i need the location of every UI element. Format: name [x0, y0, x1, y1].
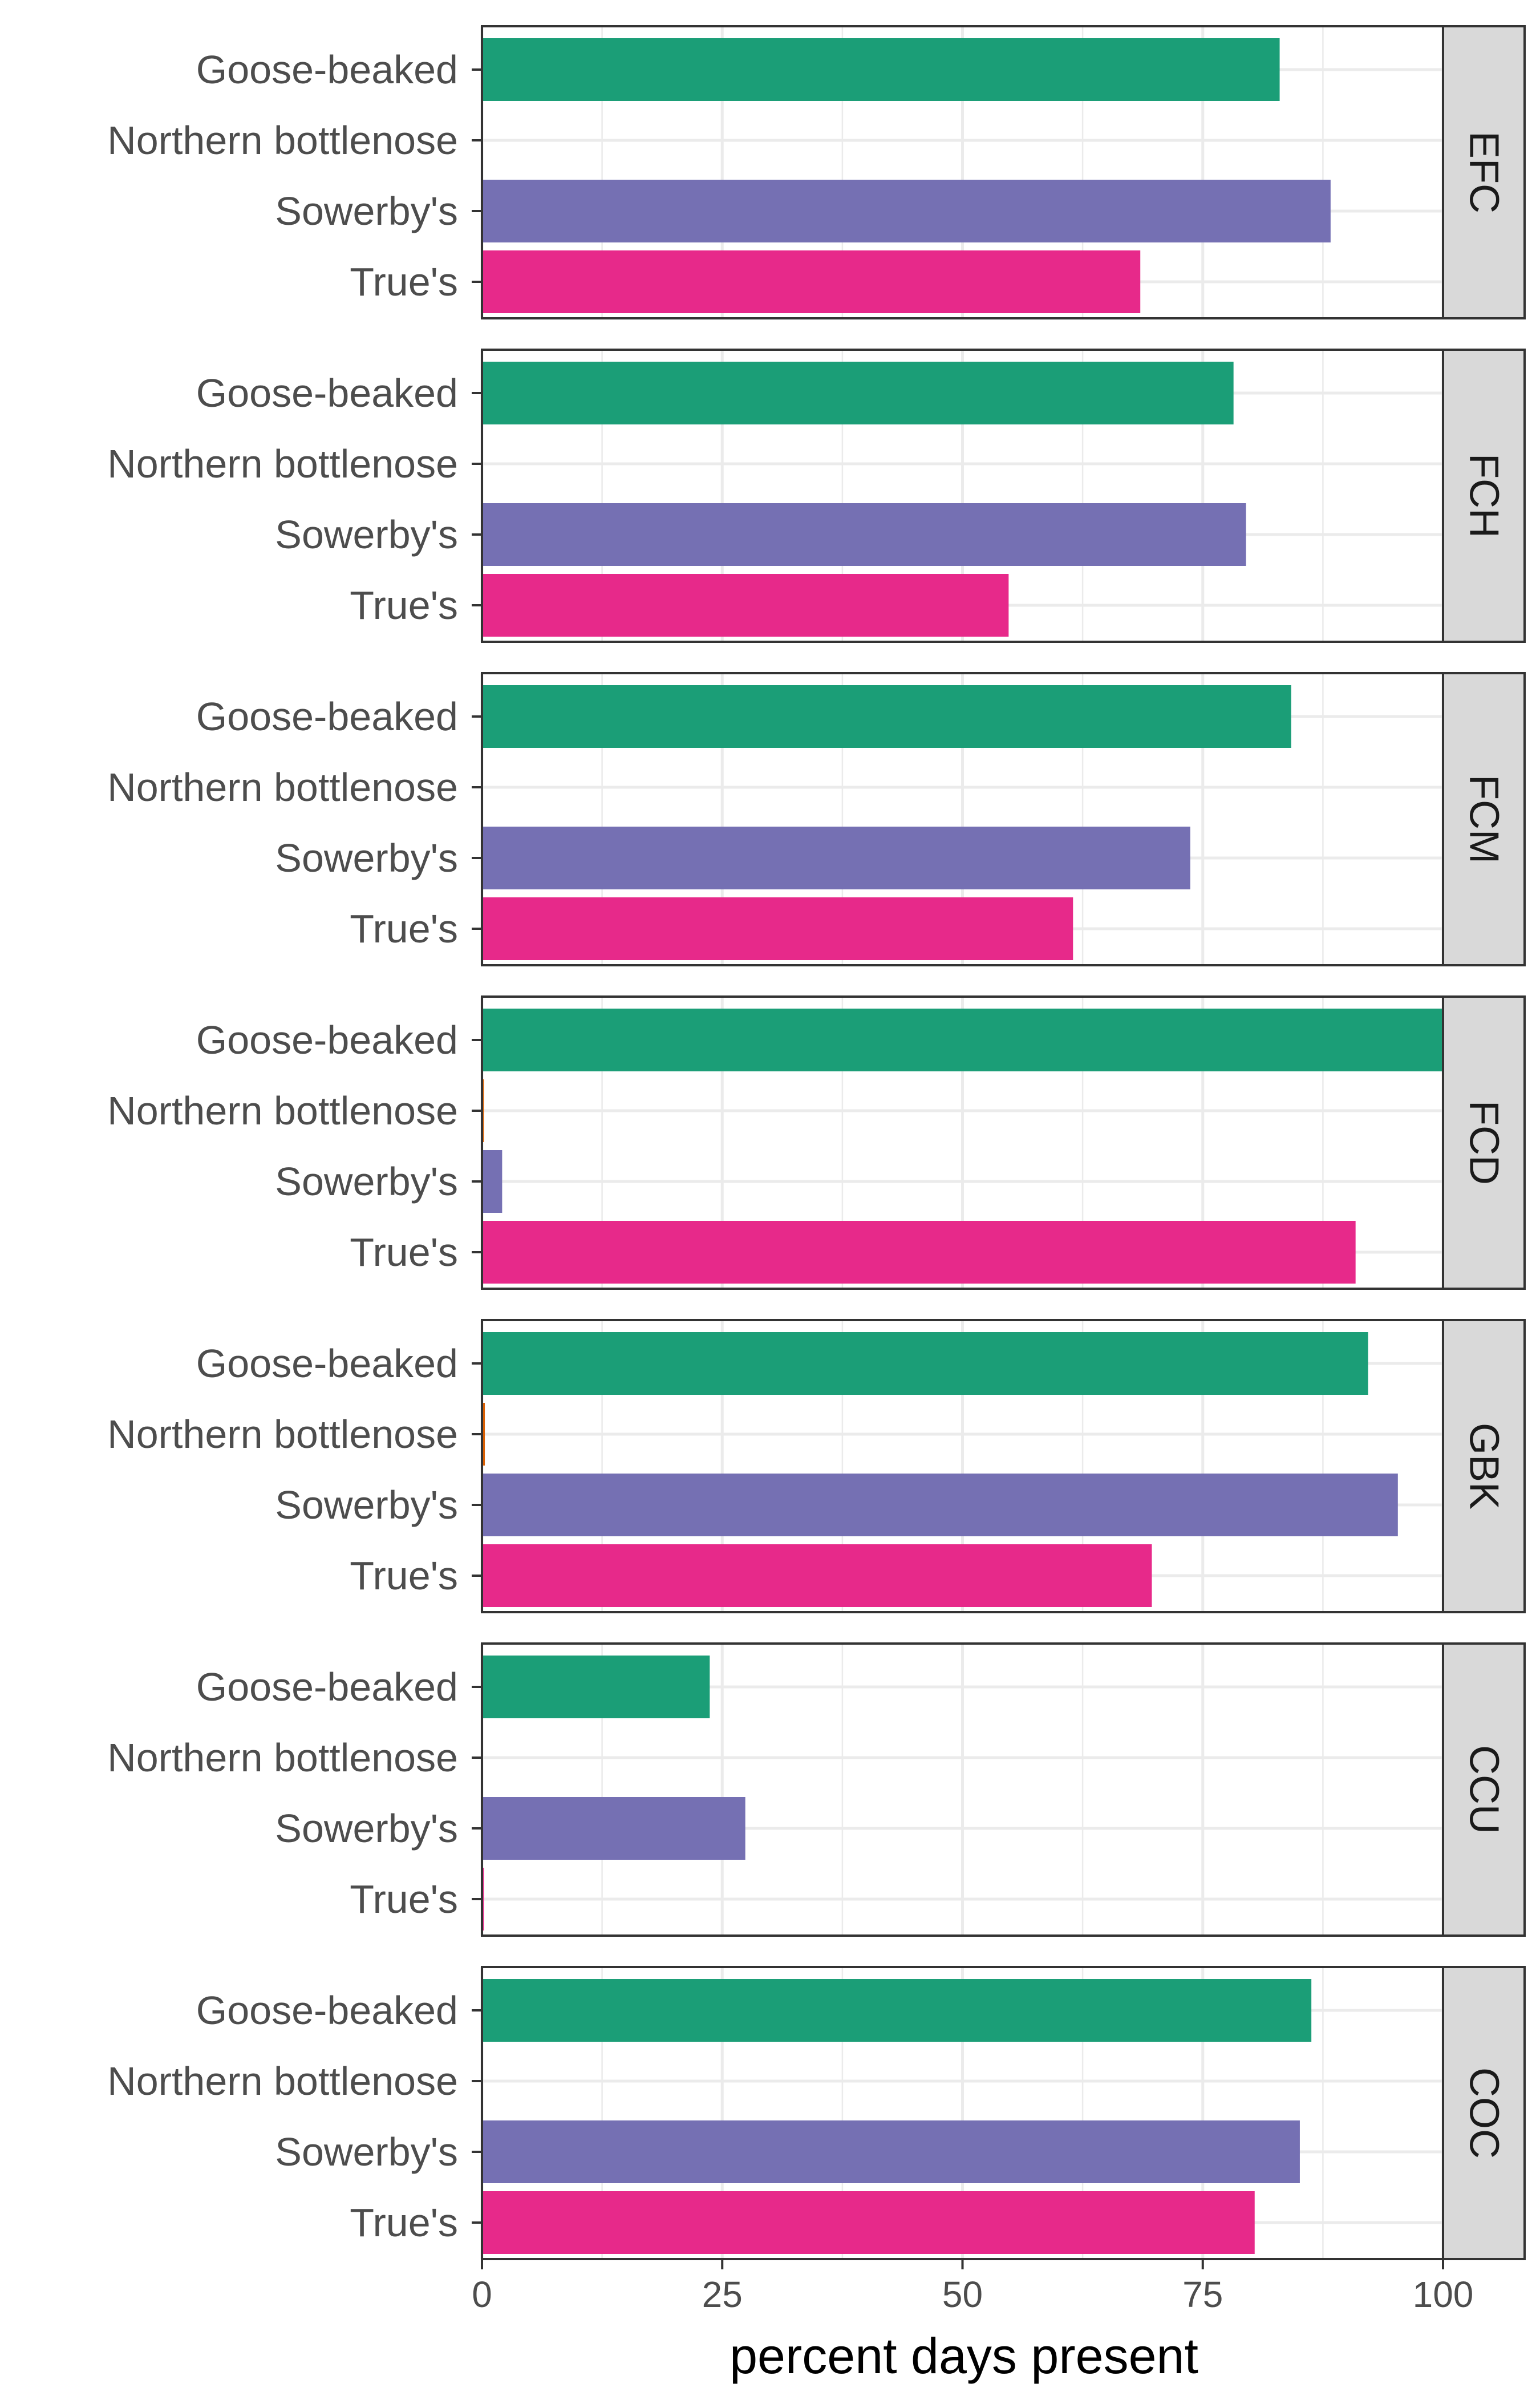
x-tick-label: 25 — [702, 2274, 743, 2315]
facet-strip — [1442, 25, 1526, 319]
bar-gbk-3 — [482, 1474, 1398, 1536]
category-label: True's — [350, 1553, 458, 1598]
category-label: Goose-beaked — [196, 1018, 458, 1062]
facet-strip — [1442, 672, 1526, 966]
category-label: Northern bottlenose — [107, 1412, 458, 1456]
bar-coc-3 — [482, 2120, 1300, 2183]
category-label: True's — [350, 1230, 458, 1274]
facet-strip-label: FCH — [1461, 454, 1507, 538]
x-tick-label: 0 — [472, 2274, 492, 2315]
category-label: Sowerby's — [275, 189, 458, 233]
bar-gbk-2 — [482, 1403, 485, 1466]
bar-fcd-4 — [482, 1221, 1356, 1284]
facet-strip-label: FCM — [1461, 775, 1507, 864]
facet-panel-fcd: Goose-beaked Northern bottlenose Sowerby's… — [107, 995, 1526, 1290]
facet-panel-gbk: Goose-beaked Northern bottlenose Sowerby's… — [107, 1319, 1526, 1613]
facet-strip — [1442, 1642, 1526, 1937]
bar-fch-3 — [482, 503, 1246, 566]
x-tick-label: 75 — [1182, 2274, 1223, 2315]
facet-strip — [1442, 349, 1526, 643]
bar-gbk-4 — [482, 1544, 1152, 1607]
facet-strip-label: FCD — [1461, 1100, 1507, 1185]
category-label: Goose-beaked — [196, 1665, 458, 1709]
category-label: Northern bottlenose — [107, 1088, 458, 1133]
bar-fcm-3 — [482, 827, 1190, 889]
facet-strip-label: GBK — [1461, 1423, 1507, 1509]
category-label: Northern bottlenose — [107, 1735, 458, 1780]
category-label: Sowerby's — [275, 1159, 458, 1204]
x-tick-label: 100 — [1413, 2274, 1474, 2315]
x-axis: 0 25 50 75 100 — [472, 2259, 1473, 2315]
category-label: True's — [350, 1877, 458, 1921]
category-label: Goose-beaked — [196, 694, 458, 739]
bar-efc-1 — [482, 38, 1280, 101]
category-label: Sowerby's — [275, 1806, 458, 1851]
x-tick-label: 50 — [942, 2274, 983, 2315]
facet-panel-efc: Goose-beaked Northern bottlenose Sowerby's… — [107, 25, 1526, 319]
facet-strip-label: COC — [1461, 2067, 1507, 2159]
facet-panels: Goose-beaked Northern bottlenose Sowerby's… — [107, 25, 1526, 2260]
facet-panel-ccu: Goose-beaked Northern bottlenose Sowerby's… — [107, 1642, 1526, 1937]
bar-fcd-3 — [482, 1150, 502, 1213]
x-axis-title: percent days present — [730, 2328, 1198, 2384]
bar-ccu-1 — [482, 1656, 710, 1718]
category-label: Sowerby's — [275, 2130, 458, 2174]
facet-strip-label: CCU — [1461, 1745, 1507, 1834]
bar-fch-1 — [482, 362, 1234, 424]
category-label: True's — [350, 583, 458, 628]
category-label: Sowerby's — [275, 836, 458, 880]
facet-strip — [1442, 1319, 1526, 1613]
bar-coc-4 — [482, 2191, 1255, 2254]
category-label: True's — [350, 260, 458, 304]
category-label: Sowerby's — [275, 1483, 458, 1527]
category-label: Northern bottlenose — [107, 118, 458, 163]
bar-fcm-4 — [482, 897, 1073, 960]
category-label: Northern bottlenose — [107, 442, 458, 486]
facet-panel-fcm: Goose-beaked Northern bottlenose Sowerby's… — [107, 672, 1526, 966]
bar-gbk-1 — [482, 1332, 1368, 1395]
facet-panel-coc: Goose-beaked Northern bottlenose Sowerby's… — [107, 1966, 1526, 2260]
facet-strip-label: EFC — [1461, 131, 1507, 213]
bar-efc-3 — [482, 180, 1331, 242]
category-label: Northern bottlenose — [107, 2059, 458, 2103]
bar-ccu-3 — [482, 1797, 745, 1860]
category-label: Northern bottlenose — [107, 765, 458, 810]
bar-fcm-1 — [482, 685, 1291, 748]
facet-strip — [1442, 1966, 1526, 2260]
category-label: Goose-beaked — [196, 1988, 458, 2033]
bar-efc-4 — [482, 250, 1141, 313]
category-label: Goose-beaked — [196, 371, 458, 415]
bar-coc-1 — [482, 1979, 1312, 2042]
category-label: Sowerby's — [275, 512, 458, 557]
bar-fcd-1 — [482, 1009, 1443, 1071]
category-label: Goose-beaked — [196, 47, 458, 92]
facet-strip — [1442, 995, 1526, 1290]
facet-panel-fch: Goose-beaked Northern bottlenose Sowerby's… — [107, 349, 1526, 643]
category-label: True's — [350, 2200, 458, 2245]
category-label: True's — [350, 906, 458, 951]
bar-fch-4 — [482, 574, 1009, 637]
category-label: Goose-beaked — [196, 1341, 458, 1386]
